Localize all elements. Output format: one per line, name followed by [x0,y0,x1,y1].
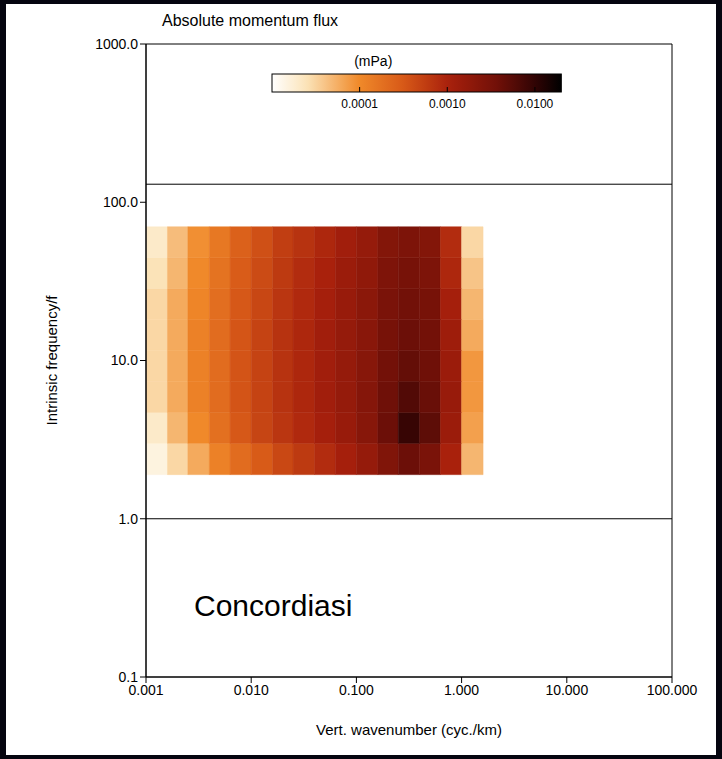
svg-text:(mPa): (mPa) [354,53,392,69]
html-text:Absolute momentum flux: Absolute momentum flux [162,12,339,29]
svg-text:0.1: 0.1 [119,669,139,685]
svg-text:0.0001: 0.0001 [342,97,379,111]
svg-text:1000.0: 1000.0 [95,36,138,52]
svg-text:Intrinsic frequency/f: Intrinsic frequency/f [43,295,60,426]
svg-text:0.0100: 0.0100 [517,97,554,111]
svg-text:100.000: 100.000 [647,682,698,698]
svg-text:0.001: 0.001 [128,681,164,698]
svg-text:0.0010: 0.0010 [429,97,466,111]
svg-text:100.0: 100.0 [103,194,138,210]
svg-text:0.010: 0.010 [234,682,269,698]
svg-text:10.0: 10.0 [111,352,138,368]
html-text:Concordiasi: Concordiasi [194,589,353,622]
svg-text:1.0: 1.0 [119,511,139,527]
svg-text:10.000: 10.000 [545,682,588,698]
svg-text:0.100: 0.100 [339,682,374,698]
svg-text:Vert. wavenumber (cyc./km): Vert. wavenumber (cyc./km) [316,721,502,738]
svg-text:1.000: 1.000 [444,682,479,698]
